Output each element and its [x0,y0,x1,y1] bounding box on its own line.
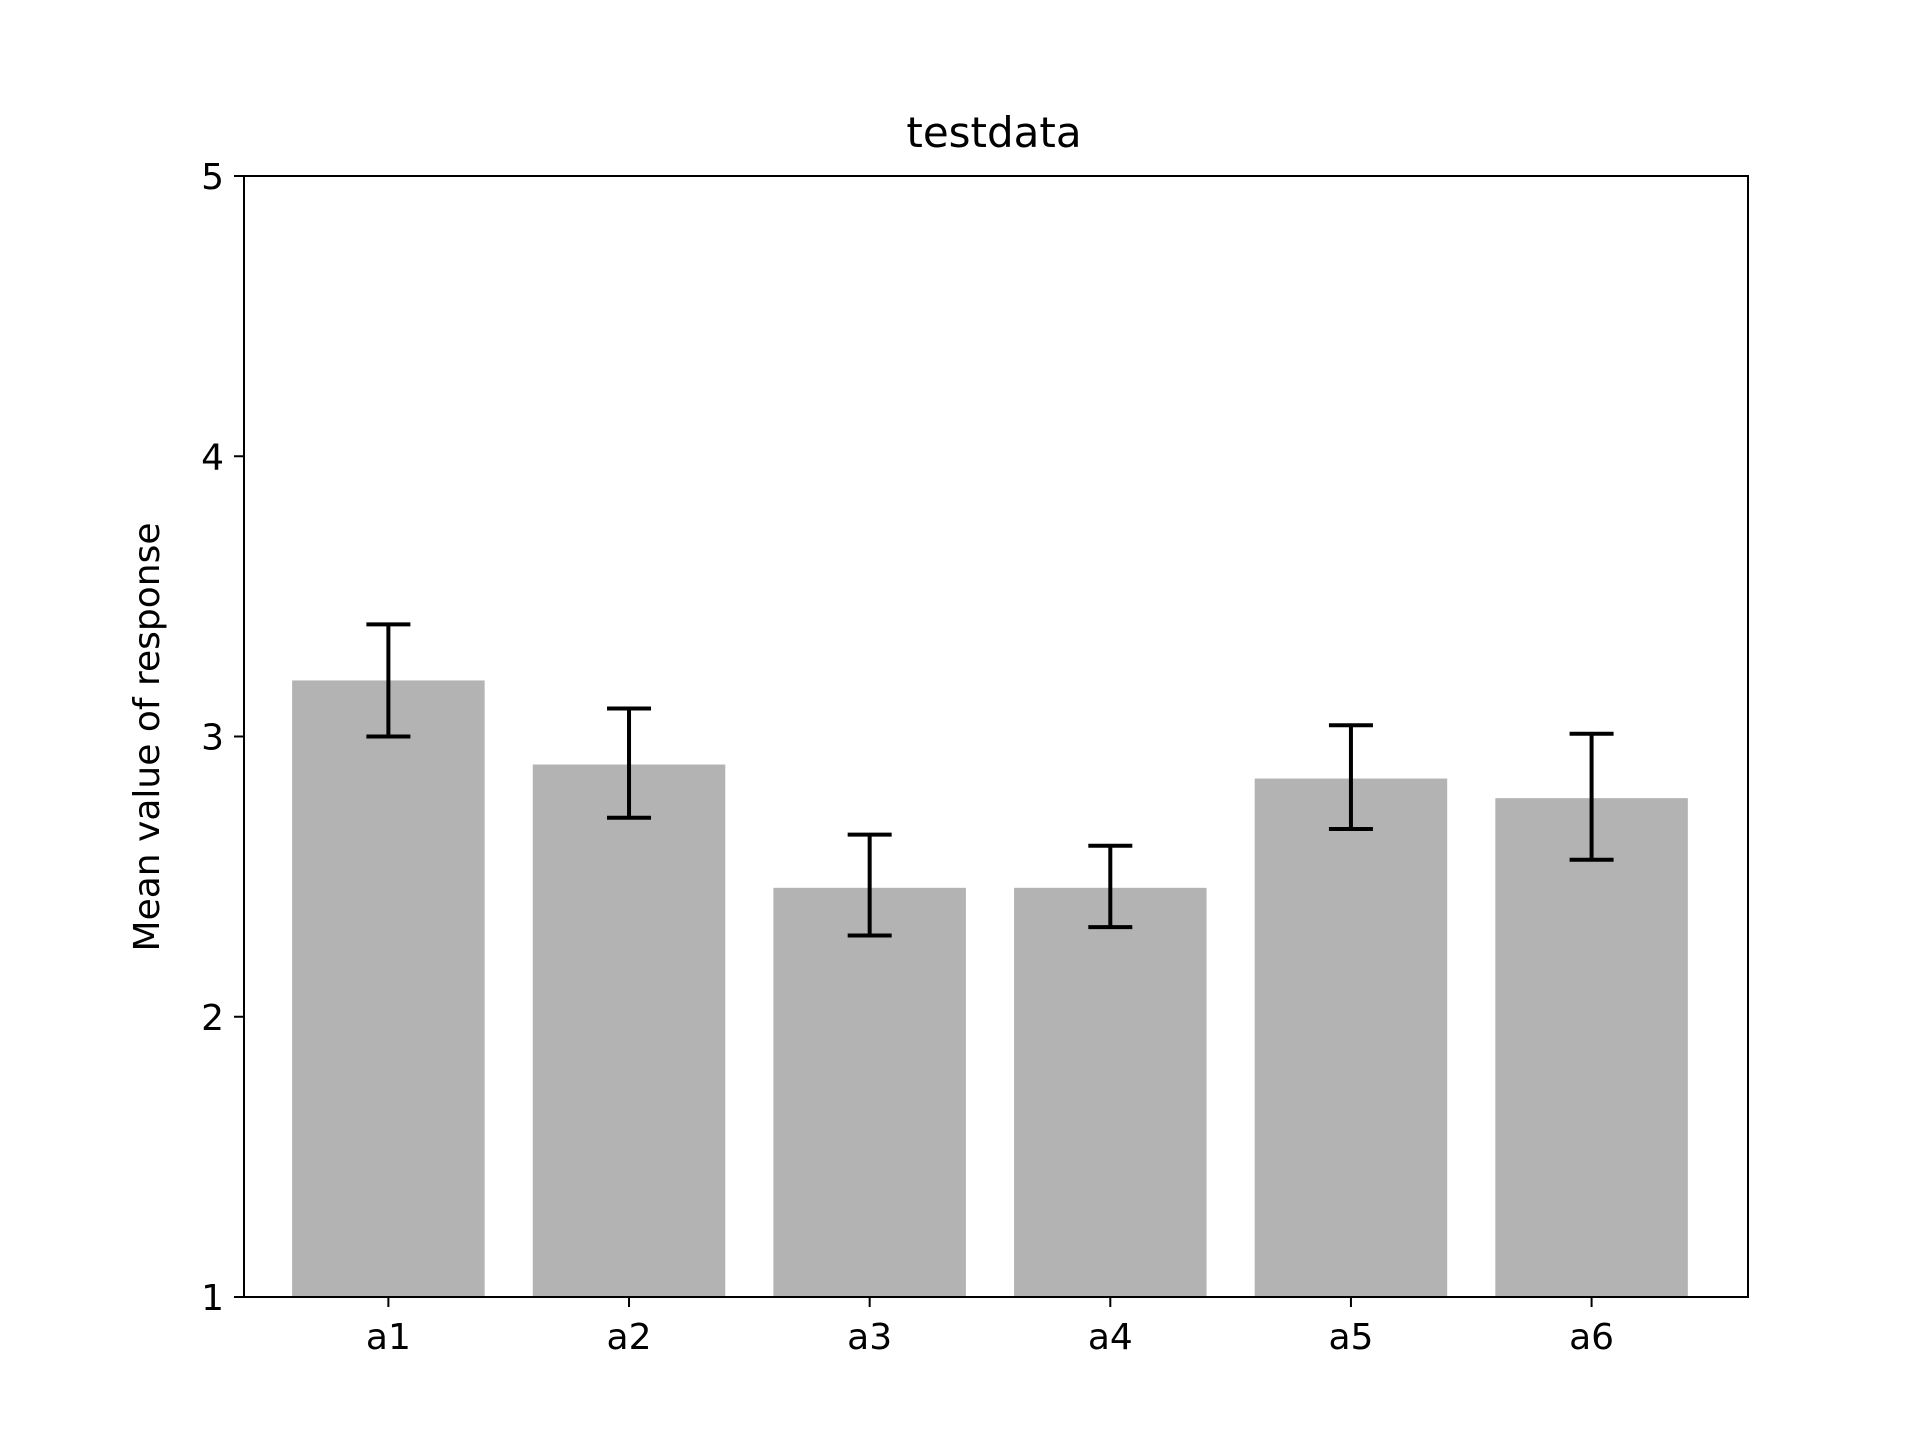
x-tick-label-a1: a1 [366,1317,411,1358]
y-tick-label-1: 1 [201,1278,224,1319]
bar-a2 [532,764,726,1297]
bar-a6 [1495,798,1688,1297]
bar-a5 [1254,778,1448,1297]
x-tick-label-a4: a4 [1088,1317,1133,1358]
x-tick-label-a2: a2 [607,1317,652,1358]
bar-a1 [292,680,485,1297]
bar-a4 [1014,887,1207,1297]
error-bars-layer [366,622,1614,938]
ticks-layer: a1 a2 a3 a4 a5 a6 1 2 3 4 5 [201,157,1614,1358]
x-tick-label-a6: a6 [1569,1317,1614,1358]
y-tick-label-5: 5 [201,157,224,198]
chart-title: testdata [906,108,1081,157]
y-axis-label: Mean value of response [127,523,168,952]
y-tick-label-3: 3 [201,718,224,759]
bar-a3 [773,887,966,1297]
x-tick-label-a5: a5 [1328,1317,1373,1358]
bars-layer [292,680,1688,1297]
y-tick-label-2: 2 [201,998,224,1039]
x-tick-label-a3: a3 [847,1317,892,1358]
y-tick-label-4: 4 [201,437,224,478]
